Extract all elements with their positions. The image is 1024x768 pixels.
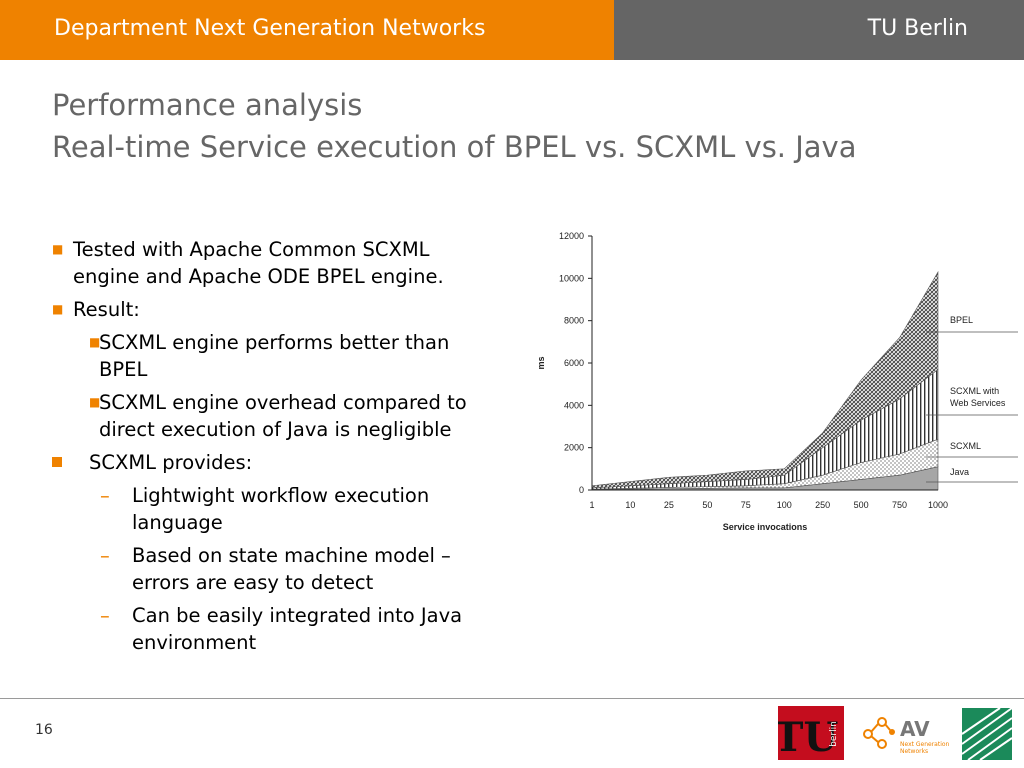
x-tick-label: 750 <box>892 500 907 510</box>
x-tick-label: 250 <box>815 500 830 510</box>
sub-bullet-text: SCXML engine performs better than BPEL <box>99 331 450 381</box>
x-tick-label: 75 <box>741 500 751 510</box>
square-bullet-icon: ■ <box>89 395 101 409</box>
square-bullet-icon: ■ <box>89 335 101 349</box>
x-tick-label: 25 <box>664 500 674 510</box>
slide-title-line1: Performance analysis <box>52 88 363 122</box>
svg-text:AV: AV <box>900 717 930 741</box>
sub-bullet-text: Can be easily integrated into Java envir… <box>132 604 463 654</box>
sub-bullet-item: – Based on state machine model – errors … <box>52 542 492 596</box>
header-bar-orange: Department Next Generation Networks <box>0 0 614 60</box>
y-tick-label: 12000 <box>559 231 584 241</box>
dash-bullet-icon: – <box>100 484 110 507</box>
fraunhofer-logo <box>961 707 1013 761</box>
sub-bullet-item: – Lightwight workflow execution language <box>52 482 492 536</box>
slide-title-line2: Real-time Service execution of BPEL vs. … <box>52 130 857 164</box>
header-bar-gray: TU Berlin <box>614 0 1024 60</box>
square-bullet-icon: ■ <box>52 302 64 316</box>
x-tick-label: 100 <box>777 500 792 510</box>
sub-bullet-text: SCXML engine overhead compared to direct… <box>99 391 467 441</box>
bullet-text: SCXML provides: <box>89 451 253 474</box>
y-tick-label: 0 <box>579 485 584 495</box>
y-axis-title: ms <box>536 356 546 369</box>
slide-title: Performance analysis Real-time Service e… <box>52 84 857 168</box>
area-bpel <box>591 270 939 489</box>
x-tick-label: 1 <box>589 500 594 510</box>
performance-chart: 0 2000 4000 6000 8000 10000 12000 1 10 25 50 75 100 2… <box>536 231 1018 532</box>
y-tick-label: 10000 <box>559 273 584 283</box>
bullet-text: Result: <box>73 298 140 321</box>
av-ngn-logo: AV Next Generation Networks <box>863 717 950 755</box>
sub-bullet-text: Lightwight workflow execution language <box>132 484 430 534</box>
sub-bullet-text: Based on state machine model – errors ar… <box>132 544 451 594</box>
tu-berlin-logo: TU berlin <box>778 706 844 761</box>
y-tick-label: 4000 <box>564 400 584 410</box>
dash-bullet-icon: – <box>100 544 110 567</box>
svg-text:TU: TU <box>778 714 838 761</box>
series-label: SCXML <box>950 441 981 451</box>
x-tick-label: 10 <box>625 500 635 510</box>
footer-divider <box>0 698 1024 699</box>
sub-bullet-item: ■ SCXML engine overhead compared to dire… <box>52 389 492 443</box>
square-bullet-icon: ■ <box>52 242 64 256</box>
dash-bullet-icon: – <box>100 604 110 627</box>
sub-bullet-item: – Can be easily integrated into Java env… <box>52 602 492 656</box>
series-label: Web Services <box>950 398 1006 408</box>
bullet-text: Tested with Apache Common SCXML engine a… <box>73 238 444 288</box>
x-axis-title: Service invocations <box>723 522 808 532</box>
department-title: Department Next Generation Networks <box>54 16 486 41</box>
square-bullet-icon <box>52 457 62 467</box>
svg-text:Next Generation: Next Generation <box>900 741 950 748</box>
y-tick-label: 6000 <box>564 358 584 368</box>
x-tick-label: 500 <box>854 500 869 510</box>
series-label: Java <box>950 467 969 477</box>
x-tick-label: 50 <box>702 500 712 510</box>
bullet-item: SCXML provides: <box>52 449 492 476</box>
bullet-item: ■ Tested with Apache Common SCXML engine… <box>52 236 492 290</box>
series-label: SCXML with <box>950 386 999 396</box>
page-number: 16 <box>35 722 53 738</box>
series-label: BPEL <box>950 315 973 325</box>
sub-bullet-item: ■ SCXML engine performs better than BPEL <box>52 329 492 383</box>
bullet-item: ■ Result: <box>52 296 492 323</box>
x-tick-label: 1000 <box>928 500 948 510</box>
svg-text:Networks: Networks <box>900 748 928 755</box>
y-tick-label: 2000 <box>564 443 584 453</box>
svg-text:berlin: berlin <box>829 721 839 747</box>
bullet-list: ■ Tested with Apache Common SCXML engine… <box>52 236 492 662</box>
university-name: TU Berlin <box>867 16 968 41</box>
y-tick-label: 8000 <box>564 316 584 326</box>
logo-row: TU berlin AV Next Generation Networks <box>778 706 1013 761</box>
